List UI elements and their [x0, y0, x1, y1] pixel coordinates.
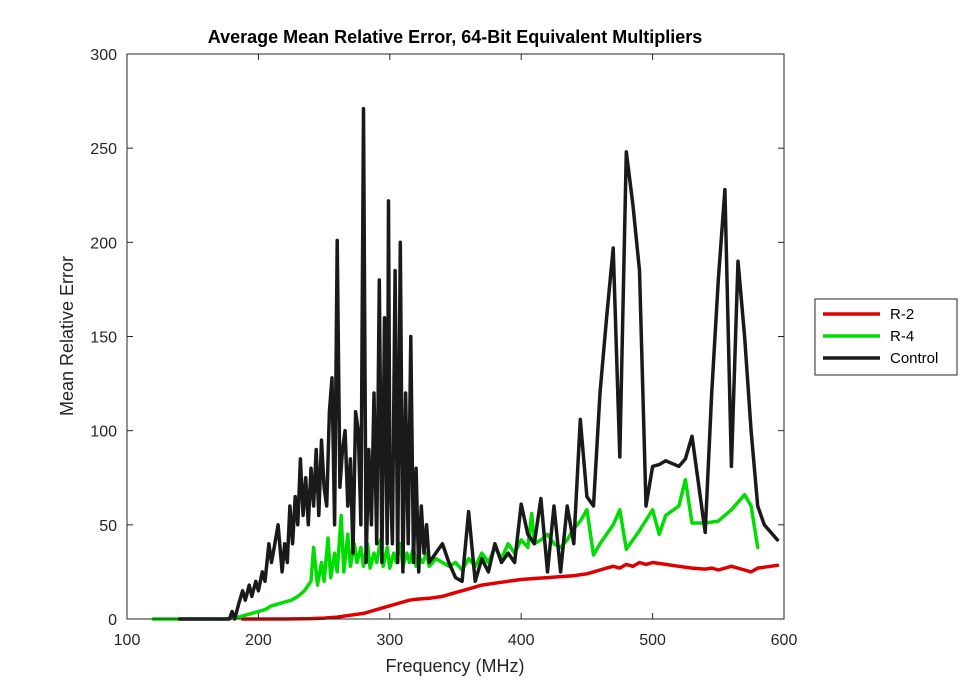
chart-title: Average Mean Relative Error, 64-Bit Equi…: [208, 27, 703, 47]
x-axis-label: Frequency (MHz): [385, 656, 524, 676]
y-tick-label: 150: [90, 330, 117, 347]
legend: R-2 R-4 Control: [814, 298, 958, 376]
x-tick-label: 600: [771, 632, 798, 649]
x-tick-label: 200: [245, 632, 272, 649]
x-tick-label: 300: [376, 632, 403, 649]
series-line-control: [177, 106, 780, 621]
x-tick-label: 400: [508, 632, 535, 649]
y-tick-label: 200: [90, 235, 117, 252]
legend-label-r-2: R-2: [890, 306, 914, 323]
plot-lines: [151, 106, 780, 621]
y-tick-label: 300: [90, 47, 117, 64]
axes-box: [126, 53, 785, 620]
y-tick-label: 50: [99, 518, 117, 535]
series-line-r-2: [240, 560, 780, 621]
y-tick-label: 250: [90, 141, 117, 158]
axis-ticks: 100 200 300 400 500 600 0 50 100 150 200 250 300: [90, 47, 797, 649]
y-tick-label: 0: [108, 612, 117, 629]
legend-label-control: Control: [890, 350, 938, 367]
legend-label-r-4: R-4: [890, 328, 914, 345]
y-axis-label: Mean Relative Error: [57, 256, 77, 416]
y-tick-label: 100: [90, 424, 117, 441]
x-tick-label: 100: [114, 632, 141, 649]
x-tick-label: 500: [639, 632, 666, 649]
